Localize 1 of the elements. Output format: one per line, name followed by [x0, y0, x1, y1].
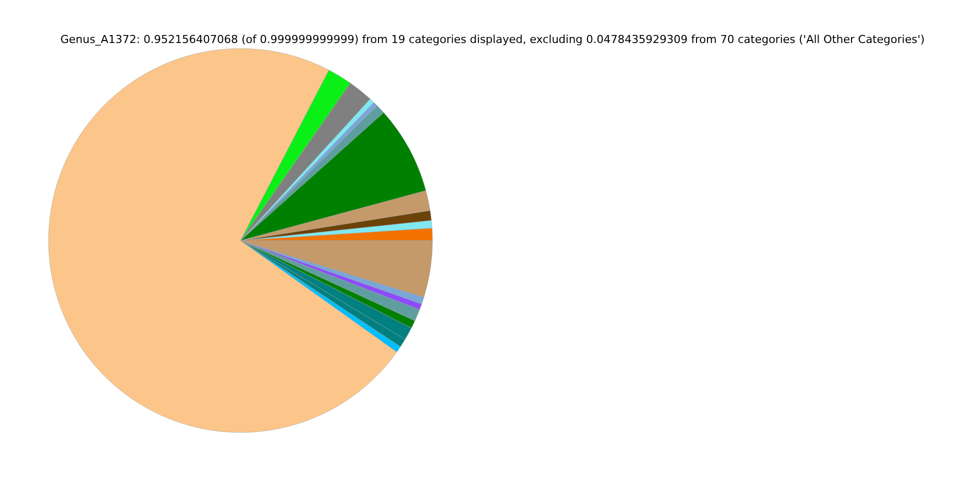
- text: Genus_A1372: 0.952156407068 (of 0.999999999999) from 19 categories displayed, excluding 0.0478435929309 from 70 categories ('All Other Categories'): [60, 33, 925, 46]
